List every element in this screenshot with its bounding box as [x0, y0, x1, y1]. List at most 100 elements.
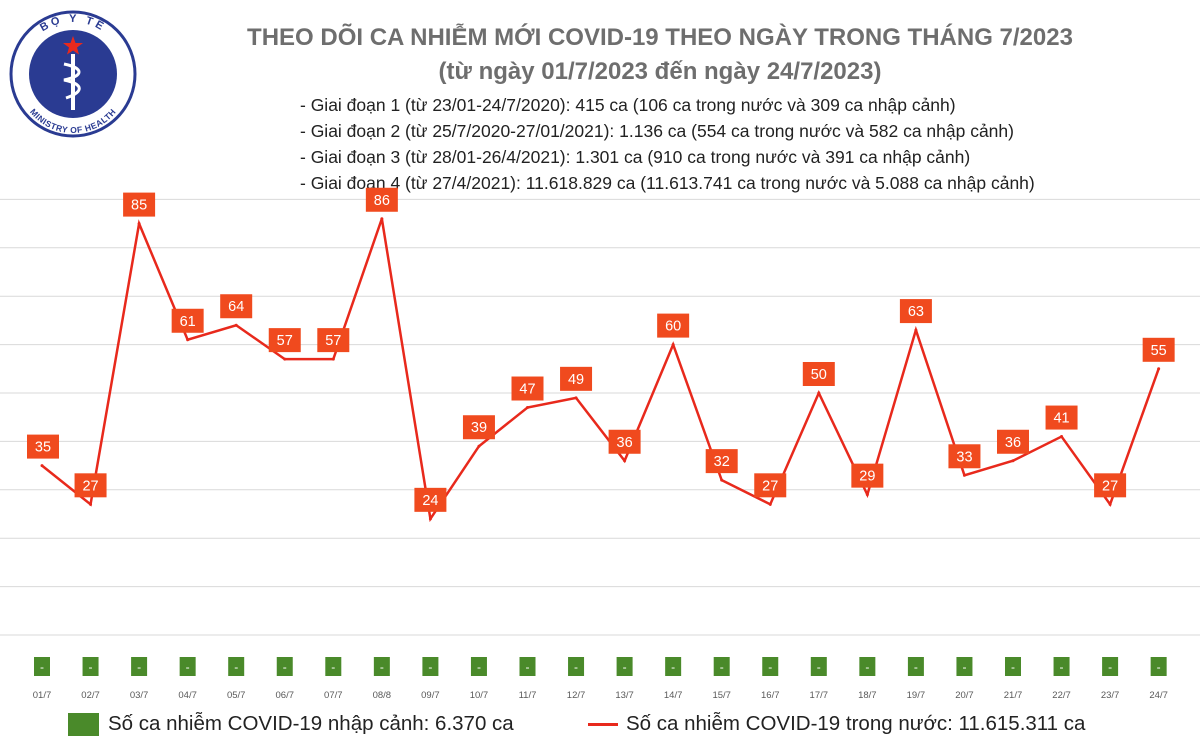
data-label-box [27, 434, 59, 459]
data-point [89, 502, 93, 506]
data-label-box [851, 463, 884, 488]
data-label: 86 [374, 193, 390, 209]
data-label: 57 [277, 333, 293, 349]
data-label: 63 [908, 304, 924, 320]
data-label: 57 [325, 333, 341, 349]
star-icon [63, 36, 83, 55]
import-bar-label: - [186, 660, 190, 674]
import-bar-label: - [1108, 660, 1112, 674]
data-label: 47 [519, 382, 535, 398]
data-label-box [365, 187, 398, 212]
import-bar [34, 657, 50, 676]
x-tick-label: 10/7 [470, 690, 489, 701]
data-label-box [608, 429, 641, 454]
data-point [768, 502, 772, 506]
data-label-box [123, 192, 156, 217]
data-point [428, 517, 432, 521]
x-tick-label: 22/7 [1052, 690, 1071, 701]
import-bar [276, 657, 293, 676]
ministry-of-health-logo: BỘ Y TẾ MINISTRY OF HEALTH [9, 10, 137, 138]
x-tick-label: 01/7 [33, 690, 52, 701]
data-point [720, 478, 724, 482]
data-point [817, 391, 821, 395]
data-label-box [560, 366, 593, 391]
data-label-box [1142, 337, 1175, 362]
data-point [1108, 502, 1112, 506]
data-label-box [754, 473, 787, 498]
data-point [865, 493, 869, 497]
data-label: 29 [859, 469, 875, 485]
data-label: 35 [35, 440, 51, 456]
import-bar-label: - [865, 660, 869, 674]
import-bar-label: - [720, 660, 724, 674]
data-point [1157, 367, 1161, 371]
import-bar [956, 657, 973, 676]
serpent-icon [63, 62, 81, 100]
data-point [40, 464, 44, 468]
import-bar [228, 657, 245, 676]
import-cases-bars: ------------------------ [34, 657, 1167, 676]
legend-label-domestic: Số ca nhiễm COVID-19 trong nước: 11.615.… [626, 712, 1086, 735]
data-label-box [948, 444, 981, 469]
data-label-box [317, 328, 350, 353]
x-tick-label: 13/7 [615, 690, 634, 701]
import-bar-label: - [89, 660, 93, 674]
import-bar [568, 657, 585, 676]
legend-item-import: Số ca nhiễm COVID-19 nhập cảnh: 6.370 ca [68, 712, 514, 736]
data-label-box [220, 294, 253, 319]
data-label-box [1094, 473, 1127, 498]
import-bar [616, 657, 633, 676]
import-bar [1150, 657, 1167, 676]
legend-item-domestic: Số ca nhiễm COVID-19 trong nước: 11.615.… [588, 712, 1085, 736]
phase-1-summary: - Giai đoạn 1 (từ 23/01-24/7/2020): 415 … [300, 95, 956, 115]
import-bar [1005, 657, 1021, 676]
data-point [477, 444, 481, 448]
phase-3-summary: - Giai đoạn 3 (từ 28/01-26/4/2021): 1.30… [300, 147, 971, 167]
import-bar [859, 657, 876, 676]
x-tick-label: 16/7 [761, 690, 780, 701]
x-tick-label: 03/7 [130, 690, 149, 701]
data-label: 39 [471, 420, 487, 436]
data-label: 32 [714, 454, 730, 470]
data-label: 85 [131, 198, 147, 214]
gridlines [0, 198, 1200, 636]
data-label: 41 [1053, 411, 1069, 427]
data-label: 64 [228, 299, 244, 315]
data-label-box [705, 449, 738, 474]
x-tick-label: 24/7 [1149, 690, 1168, 701]
import-bar-label: - [331, 660, 335, 674]
import-bar-label: - [962, 660, 966, 674]
data-point [623, 459, 627, 463]
x-tick-label: 17/7 [810, 690, 829, 701]
legend: Số ca nhiễm COVID-19 nhập cảnh: 6.370 ca… [0, 712, 1200, 748]
import-bar [131, 657, 148, 676]
import-bar-label: - [137, 660, 141, 674]
data-label: 49 [568, 372, 584, 388]
import-bar [325, 657, 342, 676]
data-label-box [511, 376, 544, 401]
phase-summary-list: - Giai đoạn 1 (từ 23/01-24/7/2020): 415 … [300, 92, 1035, 196]
import-bar-label: - [380, 660, 384, 674]
data-point [962, 473, 966, 477]
data-label: 33 [956, 449, 972, 465]
import-bar-label: - [1011, 660, 1015, 674]
import-bar-label: - [768, 660, 772, 674]
x-tick-label: 12/7 [567, 690, 586, 701]
data-label: 50 [811, 367, 827, 383]
data-point [1011, 459, 1015, 463]
data-point [671, 343, 675, 347]
x-tick-label: 05/7 [227, 690, 246, 701]
data-label-box [657, 313, 690, 338]
data-label: 36 [1005, 435, 1021, 451]
import-bar [519, 657, 536, 676]
import-bar [179, 657, 196, 676]
data-label: 27 [82, 478, 98, 494]
x-tick-label: 15/7 [712, 690, 731, 701]
data-label: 60 [665, 319, 681, 335]
import-bar [907, 657, 924, 676]
x-tick-label: 19/7 [907, 690, 926, 701]
x-tick-label: 18/7 [858, 690, 877, 701]
data-label-box [268, 328, 301, 353]
data-point [914, 328, 918, 332]
data-label: 27 [762, 478, 778, 494]
